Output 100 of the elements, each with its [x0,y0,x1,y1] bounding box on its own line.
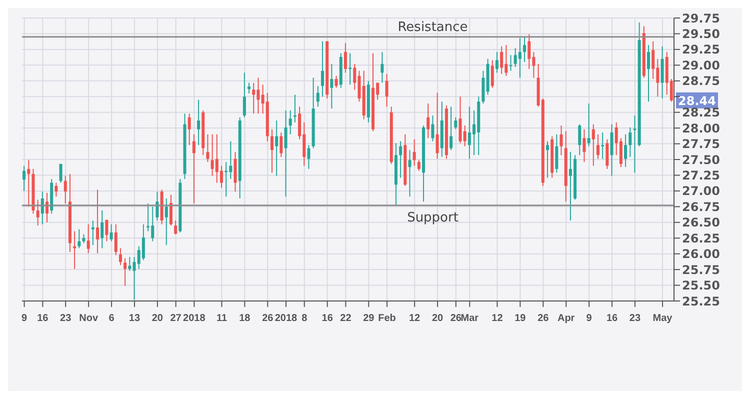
candlestick [509,54,512,72]
candlestick [660,46,664,99]
x-tick-label: 26 [262,313,274,324]
y-tick-label: 25.25 [682,294,720,308]
x-tick-label: 6 [108,313,115,324]
candlestick [192,134,196,204]
candlestick [482,70,485,104]
y-tick-label: 26.00 [682,247,720,262]
candlestick [105,219,108,242]
candlestick [628,126,632,158]
candlestick [59,163,62,184]
y-tick-label: 27.00 [682,184,720,198]
candlestick [454,116,458,130]
candlestick [606,138,609,170]
y-tick-label: 26.25 [682,231,720,246]
x-tick-label: Nov [79,313,98,324]
candlestick [270,128,274,174]
candlestick [523,36,526,63]
candlestick [458,96,462,144]
candlestick [385,73,388,108]
candlestick [40,191,44,225]
candlestick [36,199,40,226]
x-tick-label: 12 [409,313,421,324]
x-tick-label: 27 [170,313,182,324]
candlestick [652,40,655,80]
candlestick [582,128,586,163]
x-tick-label: 26 [450,313,462,324]
y-tick-label: 26.75 [682,200,720,214]
x-tick-label: 2018 [274,313,298,324]
candlestick [380,51,384,84]
y-tick-label: 27.75 [682,137,720,152]
candlestick [54,182,58,198]
candlestick [91,220,94,246]
candlestick [188,113,191,146]
candlestick [463,125,466,147]
x-tick-label: 8 [302,313,308,324]
candlestick [86,224,90,254]
candlestick [275,120,278,176]
x-tick-label: 20 [152,313,164,324]
candlestick [624,134,628,168]
candlestick [142,224,145,261]
candlestick [399,140,402,178]
candlestick [495,51,498,74]
y-tick-label: 28.75 [682,74,720,88]
candlestick [174,220,178,235]
candlestick [78,228,81,249]
candlestick [601,132,604,160]
x-tick-label: 11 [216,313,228,324]
y-tick-label: 27.25 [682,168,720,182]
candlestick [412,138,416,166]
y-tick-label: 25.50 [682,278,720,293]
candlestick [288,110,292,135]
x-tick-label: 20 [432,313,444,324]
annotation: 28.44 [678,94,716,108]
x-tick-label: 23 [60,313,72,324]
candlestick [436,92,439,160]
candlestick [206,134,210,163]
candlestick [316,85,320,108]
y-tick-label: 29.50 [682,26,720,41]
candlestick [633,114,636,174]
ref-line-label: Support [407,210,458,226]
x-tick-label: May [652,313,673,324]
candlestick [100,210,104,249]
x-tick-label: 16 [606,313,618,324]
x-tick-label: 9 [586,313,592,324]
candlestick [234,151,237,192]
y-tick-label: 29.00 [682,58,720,72]
candlestick [578,124,582,156]
candlestick [110,224,113,242]
candlestick [334,75,338,88]
x-tick-label: 16 [37,313,49,324]
candlestick [307,144,310,170]
x-tick-label: 13 [128,313,140,324]
candlestick [64,175,67,204]
x-tick-label: 29 [363,313,375,324]
x-tick-label: Apr [557,313,575,324]
y-tick-label: 28.00 [682,121,720,136]
candlestick [169,194,172,226]
x-tick-label: Feb [378,313,396,324]
candlestick [450,106,453,151]
x-tick-label: 19 [514,313,526,324]
candlestick [587,103,590,147]
candlestick [610,124,614,176]
y-tick-label: 25.75 [682,262,720,277]
candlestick [518,38,522,78]
x-tick-label: 9 [22,313,28,324]
y-tick-label: 26.50 [682,216,720,230]
ref-line-label: Resistance [398,20,468,35]
x-tick-label: 2018 [183,313,206,324]
candlestick [426,103,430,139]
candlestick [647,44,650,102]
x-tick-label: 16 [322,313,334,324]
candlestick [252,82,256,114]
y-tick-label: 27.50 [682,152,720,167]
candlestick [114,224,118,256]
x-tick-label: 22 [340,313,352,324]
candlestick [197,99,200,146]
candlestick [490,60,494,88]
candlestick [96,189,100,254]
candlestick [348,52,352,86]
